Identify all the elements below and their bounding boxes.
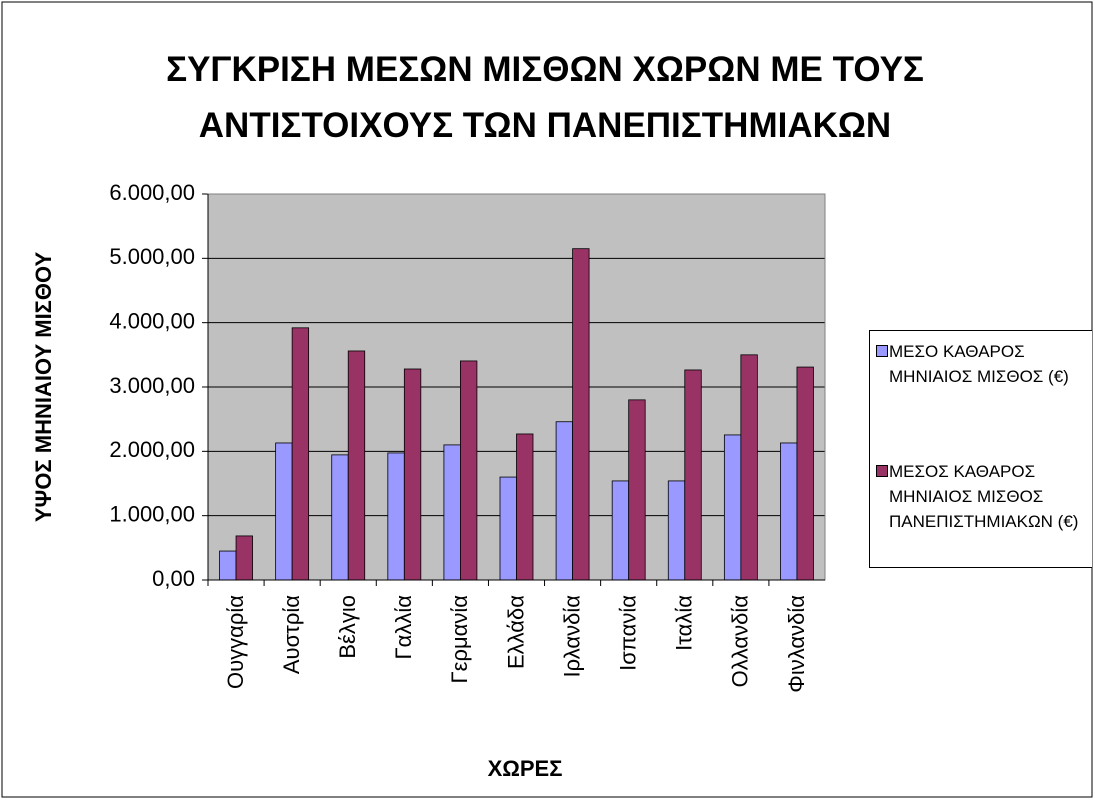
bar bbox=[291, 327, 310, 581]
x-tick-label: Βέλγιο bbox=[335, 595, 360, 659]
x-tick-label: Γερμανία bbox=[447, 595, 472, 684]
y-axis-title: ΥΨΟΣ ΜΗΝΙΑΙΟΥ ΜΙΣΘΟΥ bbox=[31, 252, 56, 523]
x-tick-label: Ουγγαρία bbox=[223, 595, 248, 689]
y-tick-label: 4.000,00 bbox=[109, 308, 195, 333]
x-tick-label: Αυστρία bbox=[279, 595, 304, 674]
legend-label: ΜΕΣΟ ΚΑΘΑΡΟΣ ΜΗΝΙΑΙΟΣ ΜΙΣΘΟΣ (€) bbox=[889, 342, 1069, 386]
bar bbox=[460, 360, 478, 581]
x-tick-label: Ολλανδία bbox=[728, 595, 753, 688]
legend: ΜΕΣΟ ΚΑΘΑΡΟΣ ΜΗΝΙΑΙΟΣ ΜΙΣΘΟΣ (€) ΜΕΣΟΣ ΚΑ… bbox=[869, 330, 1092, 568]
y-tick-label: 0,00 bbox=[152, 566, 195, 591]
bar bbox=[628, 399, 646, 581]
x-tick-label: Ιταλία bbox=[672, 595, 697, 651]
bar bbox=[275, 442, 293, 581]
y-tick-label: 5.000,00 bbox=[109, 244, 195, 269]
y-tick-label: 2.000,00 bbox=[109, 437, 195, 462]
bar bbox=[516, 433, 534, 581]
bar bbox=[387, 452, 405, 581]
bar bbox=[796, 366, 814, 581]
bar bbox=[235, 535, 253, 581]
bar bbox=[555, 421, 573, 581]
y-tick-label: 6.000,00 bbox=[109, 180, 195, 205]
bar bbox=[667, 480, 686, 581]
bar bbox=[723, 434, 742, 581]
bar bbox=[572, 248, 590, 581]
bar bbox=[331, 454, 349, 581]
y-tick-label: 3.000,00 bbox=[109, 373, 195, 398]
legend-swatch bbox=[876, 345, 888, 357]
bar bbox=[611, 480, 630, 581]
bar bbox=[684, 369, 702, 581]
chart-title: ΣΥΓΚΡΙΣΗ ΜΕΣΩΝ ΜΙΣΘΩΝ ΧΩΡΩΝ ΜΕ ΤΟΥΣ ΑΝΤΙ… bbox=[166, 50, 924, 145]
bar bbox=[499, 476, 517, 581]
bar bbox=[403, 368, 422, 581]
x-tick-label: Ελλάδα bbox=[503, 595, 528, 669]
y-tick-label: 1.000,00 bbox=[109, 501, 195, 526]
bar bbox=[347, 350, 366, 581]
bar bbox=[219, 550, 237, 581]
bar bbox=[740, 354, 758, 581]
x-tick-label: Γαλλία bbox=[391, 595, 416, 660]
legend-label: ΜΕΣΟΣ ΚΑΘΑΡΟΣ ΜΗΝΙΑΙΟΣ ΜΙΣΘΟΣ ΠΑΝΕΠΙΣΤΗΜ… bbox=[889, 462, 1079, 531]
bar bbox=[780, 442, 798, 581]
x-tick-label: Ιρλανδία bbox=[559, 595, 584, 678]
x-axis-title: ΧΩΡΕΣ bbox=[488, 756, 563, 781]
x-tick-label: Ισπανία bbox=[615, 595, 640, 671]
x-tick-label: Φινλανδία bbox=[784, 595, 809, 693]
legend-swatch bbox=[876, 465, 888, 477]
bar bbox=[443, 444, 461, 581]
